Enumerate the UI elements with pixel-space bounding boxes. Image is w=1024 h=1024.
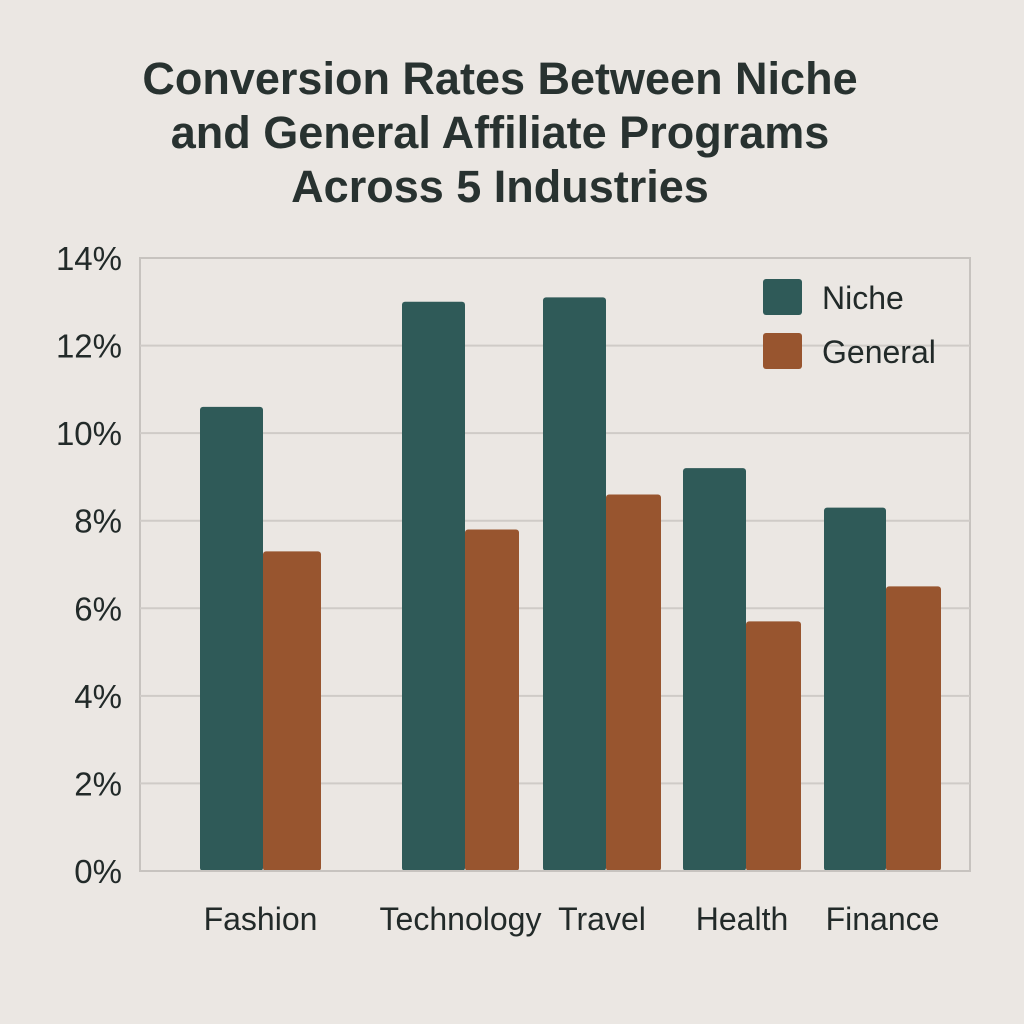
bar-niche-health: [683, 468, 746, 871]
y-tick-label: 6%: [74, 590, 122, 627]
bar-niche-fashion: [200, 406, 263, 871]
y-tick-label: 14%: [56, 240, 122, 277]
chart-title: Conversion Rates Between Niche and Gener…: [0, 52, 1000, 214]
bar-general-travel: [606, 494, 661, 871]
bar-general-fashion: [263, 551, 321, 871]
y-tick-label: 2%: [74, 765, 122, 802]
x-category-label-health: Health: [696, 901, 789, 937]
chart-title-line-1: Conversion Rates Between Niche: [142, 53, 858, 104]
legend-label-niche: Niche: [822, 280, 904, 316]
x-category-label-technology: Technology: [380, 901, 542, 937]
y-tick-label: 10%: [56, 415, 122, 452]
bars: [200, 297, 941, 872]
chart-title-line-2: and General Affiliate Programs: [170, 107, 830, 158]
x-category-label-travel: Travel: [558, 901, 646, 937]
x-category-label-fashion: Fashion: [204, 901, 318, 937]
legend-swatch-general: [763, 333, 802, 369]
y-tick-label: 0%: [74, 853, 122, 890]
chart-title-line-3: Across 5 Industries: [291, 161, 709, 212]
bar-general-technology: [465, 529, 519, 871]
bar-niche-finance: [824, 507, 886, 871]
y-tick-label: 12%: [56, 328, 122, 365]
y-tick-label: 8%: [74, 503, 122, 540]
legend: Niche General: [763, 279, 936, 370]
bar-general-finance: [886, 586, 941, 871]
y-axis-ticks: 0% 2% 4% 6% 8% 10% 12% 14%: [56, 240, 122, 890]
bar-niche-technology: [402, 301, 465, 871]
legend-swatch-niche: [763, 279, 802, 315]
x-axis-categories: Fashion Technology Travel Health Finance: [204, 901, 940, 937]
bar-general-health: [746, 621, 801, 871]
y-tick-label: 4%: [74, 678, 122, 715]
x-category-label-finance: Finance: [826, 901, 940, 937]
bar-niche-travel: [543, 297, 606, 872]
legend-label-general: General: [822, 334, 936, 370]
